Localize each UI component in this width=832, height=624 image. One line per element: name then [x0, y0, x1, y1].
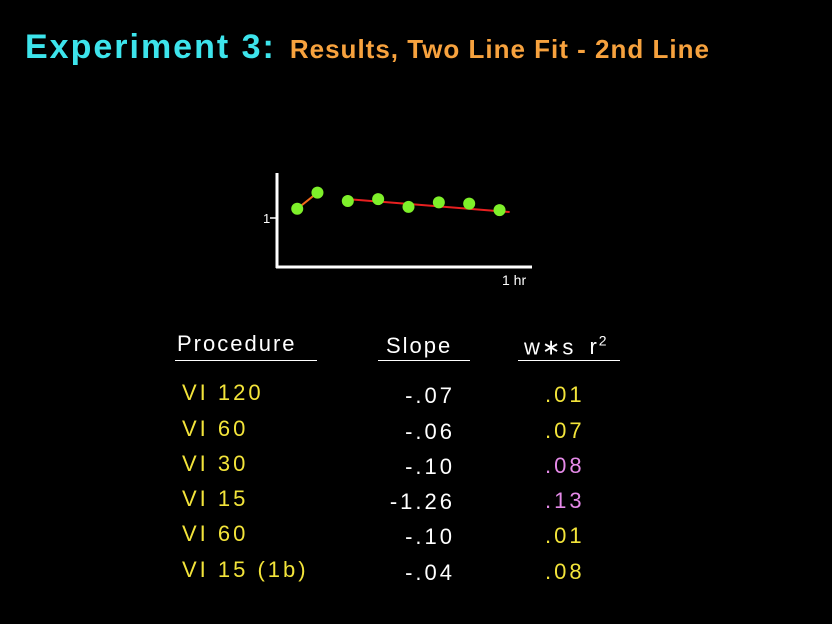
header-procedure: Procedure — [177, 331, 297, 356]
cell-slope: -.10 — [405, 454, 455, 479]
x-tick-label: 1 hr — [502, 272, 526, 288]
data-point — [341, 195, 354, 208]
data-point — [463, 197, 476, 210]
cell-procedure: VI 60 — [182, 521, 249, 546]
cell-r2: .08 — [545, 559, 585, 584]
header-procedure-rule — [175, 360, 317, 361]
cell-procedure: VI 120 — [182, 380, 264, 405]
data-point — [432, 196, 445, 209]
header-r2: r2 — [589, 333, 609, 360]
header-slope: Slope — [386, 333, 453, 358]
cell-slope: -.10 — [405, 524, 455, 549]
cell-r2: .13 — [545, 488, 585, 513]
cell-procedure: VI 60 — [182, 416, 249, 441]
results-chart: 1 1 hr — [263, 173, 532, 288]
header-slope-rule — [378, 360, 470, 361]
cell-slope: -1.26 — [389, 489, 455, 514]
data-points — [291, 186, 506, 217]
data-point — [291, 202, 304, 215]
cell-r2: .08 — [545, 453, 585, 478]
cell-procedure: VI 15 (1b) — [182, 557, 309, 582]
y-tick-label: 1 — [263, 211, 270, 226]
cell-r2: .07 — [545, 418, 585, 443]
cell-procedure: VI 30 — [182, 451, 249, 476]
data-point — [493, 204, 506, 217]
header-wsr2: w∗s r2 — [524, 333, 609, 360]
data-point — [311, 186, 324, 199]
cell-r2: .01 — [545, 523, 585, 548]
cell-slope: -.07 — [405, 383, 455, 408]
cell-procedure: VI 15 — [182, 486, 249, 511]
data-point — [372, 193, 385, 206]
header-wsr2-rule — [518, 360, 620, 361]
cell-r2: .01 — [545, 382, 585, 407]
cell-slope: -.04 — [405, 560, 455, 585]
header-wsr: w∗s — [524, 334, 576, 360]
data-point — [402, 200, 415, 213]
fit-line-2 — [347, 198, 510, 214]
title-main: Experiment 3: — [25, 28, 276, 66]
title-sub: Results, Two Line Fit - 2nd Line — [289, 34, 710, 64]
cell-slope: -.06 — [405, 419, 455, 444]
slide-title: Experiment 3: Results, Two Line Fit - 2nd… — [25, 28, 710, 67]
